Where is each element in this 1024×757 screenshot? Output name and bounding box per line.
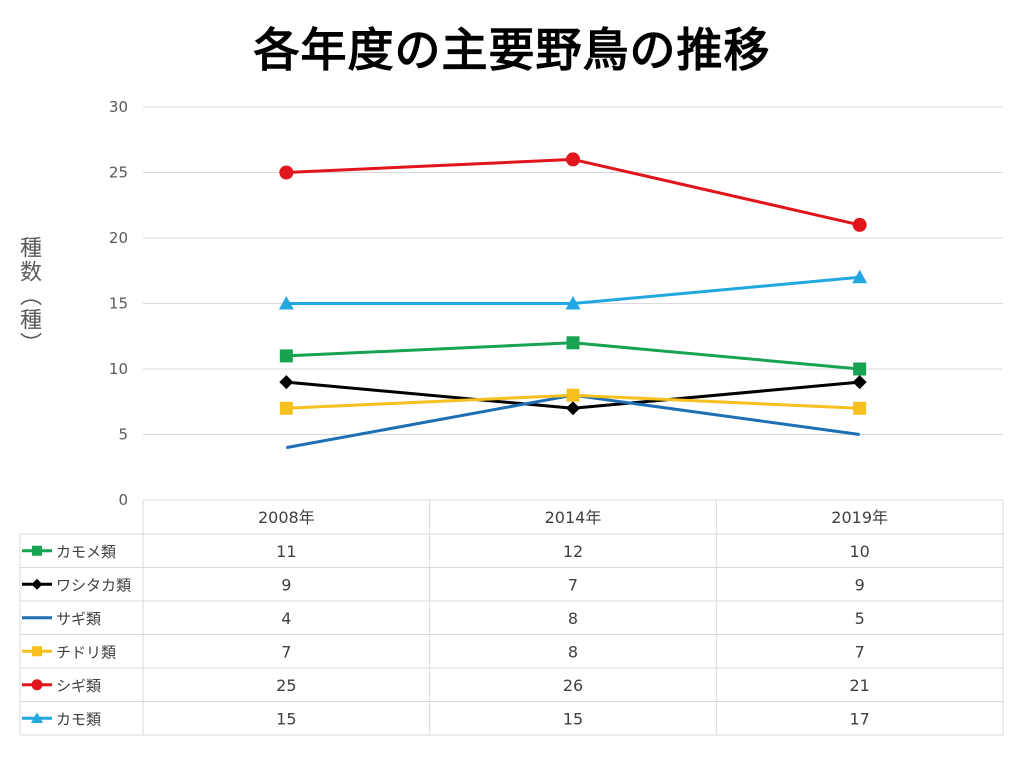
marker-circle bbox=[279, 165, 294, 180]
table-cell: 17 bbox=[849, 709, 869, 728]
y-tick-labels: 0 5 10 15 20 25 30 bbox=[109, 98, 128, 509]
legend-label: ワシタカ類 bbox=[56, 576, 131, 594]
table-cell: 11 bbox=[276, 542, 296, 561]
series-line bbox=[286, 157, 861, 227]
table-row: チドリ類 7 8 7 bbox=[22, 642, 865, 661]
table-cell: 7 bbox=[855, 642, 865, 661]
table-cell: 15 bbox=[276, 709, 296, 728]
x-tick-label: 2019年 bbox=[831, 508, 888, 527]
marker-square bbox=[853, 401, 867, 415]
table-cell: 7 bbox=[568, 575, 578, 594]
table-cell: 25 bbox=[276, 676, 296, 695]
table-cell: 10 bbox=[849, 542, 869, 561]
table-cell: 8 bbox=[568, 642, 578, 661]
y-tick-label: 10 bbox=[109, 360, 128, 378]
marker-square bbox=[279, 401, 293, 415]
table-row: カモ類 15 15 17 bbox=[22, 709, 870, 728]
legend-label: シギ類 bbox=[56, 677, 101, 695]
marker-diamond bbox=[279, 375, 294, 390]
table-cell: 9 bbox=[855, 575, 865, 594]
table-cell: 9 bbox=[281, 575, 291, 594]
table-cell: 15 bbox=[563, 709, 583, 728]
chart-title: 各年度の主要野鳥の推移 bbox=[253, 23, 771, 77]
table-row: サギ類 4 8 5 bbox=[22, 609, 865, 628]
table-row: シギ類 25 26 21 bbox=[22, 676, 870, 695]
series-lines bbox=[278, 152, 868, 450]
series-チドリ類 bbox=[279, 388, 867, 415]
marker-circle bbox=[566, 152, 580, 167]
table-cell: 26 bbox=[563, 676, 583, 695]
marker-circle bbox=[31, 679, 43, 691]
marker-diamond bbox=[852, 375, 867, 390]
y-tick-label: 0 bbox=[118, 491, 128, 509]
table-row: カモメ類 11 12 10 bbox=[22, 542, 870, 561]
x-tick-label: 2014年 bbox=[545, 508, 602, 527]
series-シギ類 bbox=[279, 152, 867, 232]
marker-square bbox=[32, 646, 42, 657]
table-cell: 7 bbox=[281, 642, 291, 661]
y-tick-label: 20 bbox=[109, 229, 128, 247]
marker-triangle bbox=[565, 296, 581, 310]
table-cell: 8 bbox=[568, 609, 578, 628]
marker-circle bbox=[852, 217, 867, 232]
marker-square bbox=[32, 545, 42, 556]
marker-square bbox=[853, 362, 867, 376]
legend-label: カモメ類 bbox=[56, 543, 116, 561]
marker-diamond bbox=[566, 401, 580, 416]
legend-label: チドリ類 bbox=[56, 643, 116, 661]
y-tick-label: 5 bbox=[118, 426, 128, 444]
marker-triangle bbox=[278, 296, 294, 310]
marker-diamond bbox=[31, 578, 43, 590]
series-カモ類 bbox=[278, 269, 868, 310]
table-cell: 5 bbox=[855, 609, 865, 628]
marker-square bbox=[566, 336, 580, 350]
x-tick-label: 2008年 bbox=[258, 508, 315, 527]
marker-triangle bbox=[852, 269, 868, 284]
table-row: ワシタカ類 9 7 9 bbox=[22, 575, 865, 594]
table-cell: 12 bbox=[563, 542, 583, 561]
table-cell: 21 bbox=[849, 676, 869, 695]
legend-label: サギ類 bbox=[56, 610, 101, 628]
y-axis-label: 種数（種） bbox=[16, 236, 41, 356]
marker-triangle bbox=[31, 712, 43, 724]
marker-square bbox=[279, 349, 293, 363]
table-cell: 4 bbox=[281, 609, 291, 628]
y-tick-label: 30 bbox=[109, 98, 128, 116]
y-tick-label: 15 bbox=[109, 295, 128, 313]
series-カモメ類 bbox=[279, 336, 867, 376]
series-ワシタカ類 bbox=[279, 375, 867, 416]
marker-square bbox=[566, 388, 580, 402]
legend-label: カモ類 bbox=[56, 710, 101, 728]
y-tick-label: 25 bbox=[109, 164, 128, 182]
